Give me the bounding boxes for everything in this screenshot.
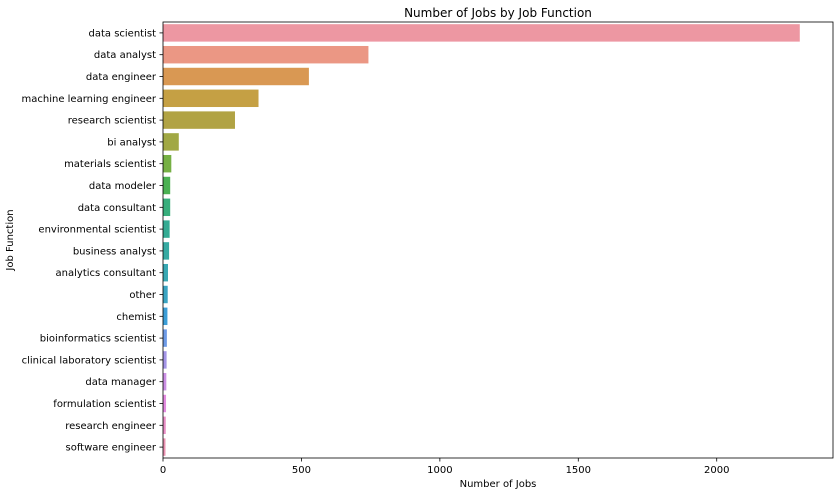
y-axis-ticks: data scientist data analyst data engineer m… [22, 28, 163, 454]
y-tick-label: analytics consultant [56, 268, 157, 279]
x-tick-label: 1500 [566, 465, 591, 476]
y-tick-label: formulation scientist [53, 399, 156, 410]
y-tick-label: materials scientist [64, 159, 156, 170]
bar-data-analyst [163, 45, 369, 64]
chart-title: Number of Jobs by Job Function [404, 6, 592, 20]
x-tick-label: 1000 [427, 465, 452, 476]
x-tick-label: 0 [160, 465, 166, 476]
plot-frame [162, 21, 834, 459]
y-tick-label: data manager [85, 377, 157, 388]
y-tick-label: software engineer [66, 443, 157, 454]
x-axis-label: Number of Jobs [460, 479, 537, 490]
y-tick-label: data engineer [86, 72, 157, 83]
y-tick-label: data modeler [89, 181, 157, 192]
y-tick-label: bioinformatics scientist [40, 334, 156, 345]
y-tick-label: data analyst [94, 50, 156, 61]
y-tick-label: business analyst [73, 246, 156, 257]
x-tick-label: 500 [292, 465, 311, 476]
y-tick-label: environmental scientist [38, 225, 156, 236]
bars-group [163, 24, 800, 456]
y-tick-label: chemist [116, 312, 156, 323]
bar-machine-learning-engineer [163, 89, 259, 108]
y-tick-label: research scientist [68, 116, 156, 127]
bar-materials-scientist [163, 154, 172, 173]
bar-analytics-consultant [163, 263, 168, 282]
y-tick-label: data consultant [78, 203, 156, 214]
bar-bi-analyst [163, 133, 179, 151]
bar-research-scientist [163, 111, 235, 129]
bar-business-analyst [163, 242, 170, 260]
bar-research-engineer [163, 416, 166, 435]
x-axis-ticks: 0 500 1000 1500 2000 [160, 458, 729, 476]
y-tick-label: bi analyst [107, 137, 156, 148]
y-tick-label: machine learning engineer [22, 94, 157, 105]
bar-data-manager [163, 372, 167, 391]
bar-data-modeler [163, 176, 171, 195]
y-tick-label: research engineer [65, 421, 157, 432]
bar-other [163, 285, 168, 304]
x-tick-label: 2000 [704, 465, 729, 476]
y-axis-label: Job Function [5, 209, 16, 271]
bar-data-scientist [163, 24, 800, 42]
bar-chemist [163, 307, 168, 326]
y-tick-label: clinical laboratory scientist [22, 355, 156, 366]
bar-data-engineer [163, 67, 309, 86]
y-tick-label: data scientist [88, 28, 156, 39]
bar-data-consultant [163, 198, 171, 217]
y-tick-label: other [129, 290, 157, 301]
bar-clinical-laboratory-scientist [163, 351, 167, 369]
bar-bioinformatics-scientist [163, 329, 167, 347]
bar-software-engineer [163, 438, 166, 456]
bar-environmental-scientist [163, 220, 170, 238]
bar-formulation-scientist [163, 394, 167, 413]
